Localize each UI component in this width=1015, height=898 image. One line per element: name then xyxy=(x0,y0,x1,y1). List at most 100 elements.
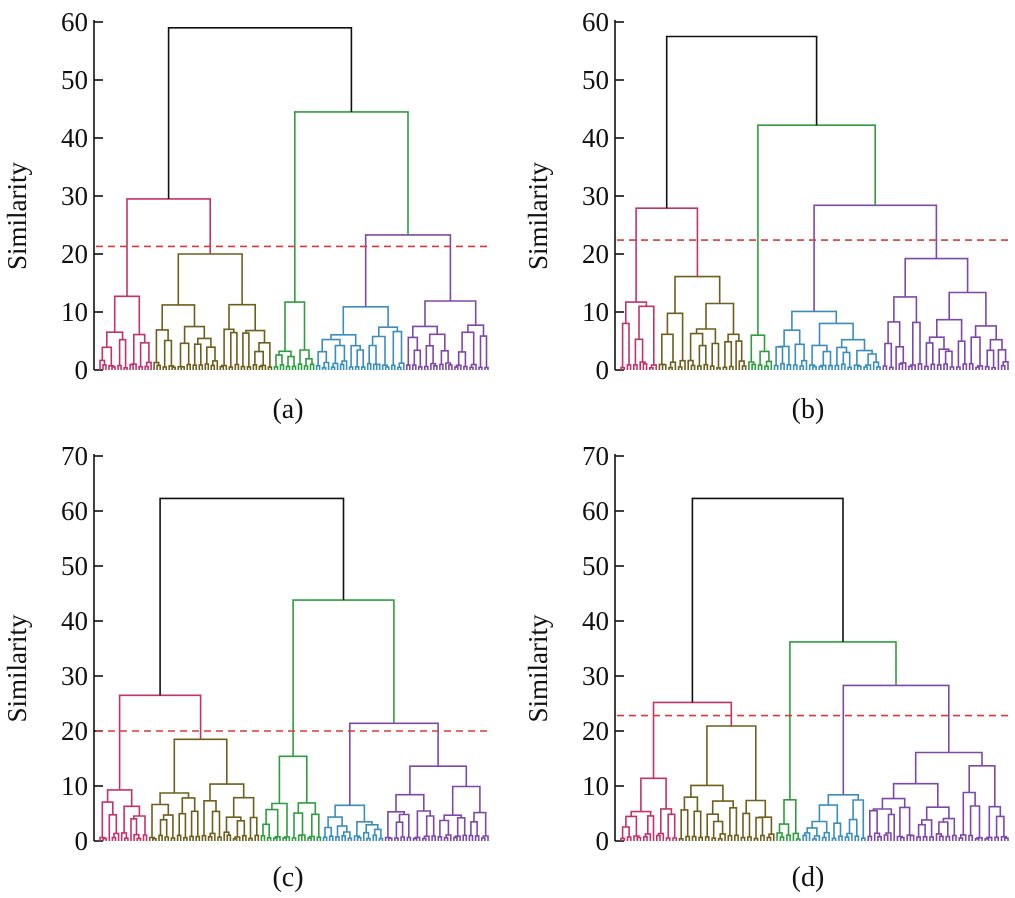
dendrogram-link xyxy=(470,821,478,836)
dendrogram-link xyxy=(698,344,707,366)
dendrogram-link xyxy=(398,813,410,838)
y-tick-label: 20 xyxy=(582,239,609,269)
dendrogram-link xyxy=(867,835,873,841)
dendrogram-link xyxy=(219,365,225,370)
dendrogram-link xyxy=(123,367,128,370)
dendrogram-link xyxy=(677,366,683,370)
y-tick-label: 40 xyxy=(582,123,609,153)
dendrogram-link xyxy=(258,365,264,370)
dendrogram-link xyxy=(672,837,678,841)
dendrogram-link xyxy=(348,366,354,370)
dendrogram-link xyxy=(473,811,487,836)
dendrogram-link xyxy=(719,833,726,841)
y-tick-label: 10 xyxy=(61,297,88,327)
dendrogram-link xyxy=(342,306,389,335)
dendrogram-link xyxy=(467,324,485,337)
dendrogram-link xyxy=(366,837,371,841)
dendrogram-link xyxy=(193,343,202,366)
cluster-3 xyxy=(260,755,322,841)
dendrogram-link xyxy=(690,364,696,370)
dendrogram-link xyxy=(882,365,888,370)
dendrogram-link xyxy=(266,837,272,841)
y-tick-label: 50 xyxy=(582,65,609,95)
dendrogram-link xyxy=(335,836,340,841)
dendrogram-link xyxy=(117,364,122,370)
y-tick-label: 40 xyxy=(582,606,609,636)
cluster-1 xyxy=(99,295,152,370)
dendrogram-link xyxy=(914,751,983,784)
dendrogram-link xyxy=(706,725,757,801)
dendrogram-link xyxy=(101,801,114,838)
dendrogram-link xyxy=(847,366,853,370)
y-tick-label: 0 xyxy=(75,826,89,856)
dendrogram-link xyxy=(341,835,346,841)
dendrogram-link xyxy=(242,332,250,367)
dendrogram-link xyxy=(102,837,107,841)
dendrogram-link xyxy=(384,366,390,370)
dendrogram-link xyxy=(831,837,837,841)
dendrogram-link xyxy=(252,364,258,370)
dendrogram-link xyxy=(896,835,904,841)
y-tick-label: 40 xyxy=(61,606,88,636)
dendrogram-link xyxy=(416,810,431,838)
dendrogram-link xyxy=(812,838,817,841)
dendrogram-link xyxy=(643,835,648,841)
dendrogram-link xyxy=(297,363,303,370)
dendrogram-link xyxy=(158,834,163,841)
dendrogram-link xyxy=(942,817,956,836)
dendrogram-link xyxy=(192,364,197,370)
dendrogram-link xyxy=(812,365,817,370)
dendrogram-link xyxy=(334,804,366,822)
dendrogram-link xyxy=(840,363,846,370)
dendrogram-link xyxy=(786,834,791,841)
dendrogram-link xyxy=(968,362,974,370)
dendrogram-link xyxy=(356,349,364,368)
dendrogram-link xyxy=(958,837,964,841)
dendrogram-link xyxy=(113,295,141,335)
y-tick-label: 30 xyxy=(61,661,88,691)
dendrogram-link xyxy=(949,366,955,370)
cluster-3 xyxy=(748,334,773,370)
y-tick-label: 40 xyxy=(61,123,88,153)
dendrogram-link xyxy=(163,339,173,367)
dendrogram-link xyxy=(159,792,190,805)
dendrogram-link xyxy=(806,827,818,836)
dendrogram-link xyxy=(945,835,951,841)
dendrogram-link xyxy=(813,835,821,841)
y-tick-label: 10 xyxy=(582,297,609,327)
dendrogram-link xyxy=(152,837,157,841)
cluster-2 xyxy=(678,725,775,841)
dendrogram-link xyxy=(872,808,893,815)
dendrogram-link xyxy=(375,363,381,370)
dendrogram-link xyxy=(795,838,801,841)
dendrogram-link xyxy=(962,363,968,370)
dendrogram-link xyxy=(811,820,828,833)
dendrogram-link xyxy=(750,334,766,362)
upper-link xyxy=(665,35,818,209)
dendrogram-link xyxy=(468,834,474,841)
cluster-5 xyxy=(384,765,489,841)
cluster-3 xyxy=(273,301,315,370)
dendrogram-link xyxy=(709,365,715,370)
dendrogram-link xyxy=(391,364,396,370)
dendrogram-link xyxy=(724,341,733,368)
dendrogram-link xyxy=(407,336,419,366)
dendrogram-link xyxy=(717,837,723,841)
dendrogram-link xyxy=(712,820,724,839)
dendrogram-link xyxy=(747,836,752,841)
dendrogram-link xyxy=(242,834,247,841)
dendrogram-link xyxy=(321,366,327,370)
dendrogram-link xyxy=(898,363,904,370)
dendrogram-link xyxy=(930,363,936,370)
dendrogram-link xyxy=(207,835,213,841)
dendrogram-link xyxy=(412,325,438,338)
dendrogram-link xyxy=(443,836,449,841)
dendrogram-link xyxy=(820,364,827,370)
dendrogram-link xyxy=(925,342,934,367)
y-tick-label: 50 xyxy=(61,65,88,95)
y-axis-label: Similarity xyxy=(523,614,553,723)
dendrogram-link xyxy=(698,836,704,841)
y-axis-label: Similarity xyxy=(523,162,553,271)
upper-link xyxy=(126,198,211,297)
